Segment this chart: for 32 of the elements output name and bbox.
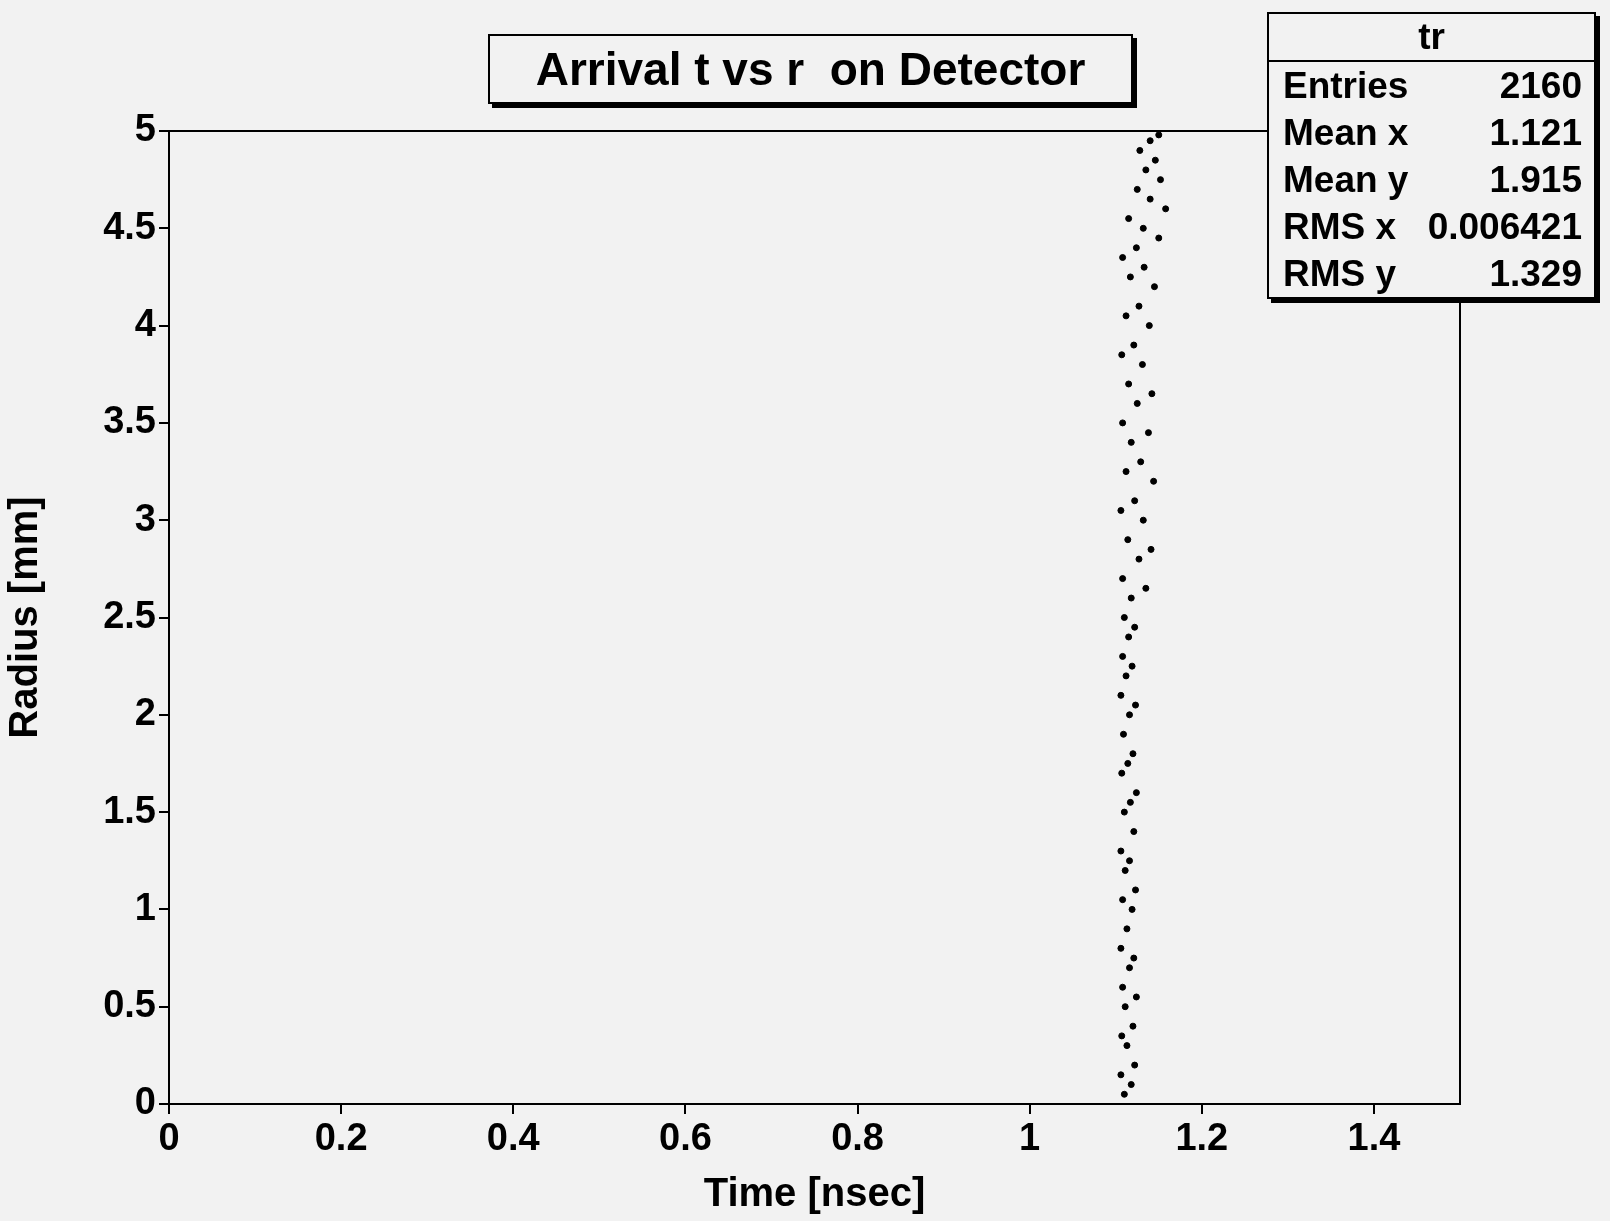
text: 1.329 <box>1489 252 1582 296</box>
y-tick-label: 1 <box>134 885 156 928</box>
annotation: Mean x <box>1283 111 1409 155</box>
text: Entries <box>1283 64 1409 108</box>
x-tick-label: 1 <box>1019 1116 1041 1159</box>
y-tick-label: 3 <box>134 496 156 539</box>
y-tick-label: 3.5 <box>103 399 156 442</box>
x-tick-label: 0.8 <box>831 1116 884 1159</box>
x-tick-label: 0.2 <box>314 1116 368 1159</box>
y-tick-label: 2.5 <box>103 593 156 636</box>
text: 2160 <box>1499 64 1582 108</box>
y-tick-label: 0.5 <box>103 983 156 1026</box>
x-tick-label: 0.6 <box>658 1116 712 1159</box>
x-axis-title: Time [nsec] <box>703 1170 926 1215</box>
y-tick-label: 0 <box>134 1080 156 1123</box>
x-tick-label: 1.2 <box>1175 1116 1229 1159</box>
annotation: Mean y <box>1283 158 1409 202</box>
text: tr <box>1269 14 1594 62</box>
text: 1.915 <box>1489 158 1582 202</box>
y-tick-label: 2 <box>134 691 156 734</box>
annotation: 0.006421 <box>1427 205 1582 249</box>
y-tick-label: 1.5 <box>103 788 156 831</box>
annotation: RMS y <box>1283 252 1397 296</box>
y-axis-title: Radius [mm] <box>1 496 46 739</box>
text: 1.121 <box>1489 111 1582 155</box>
annotation: RMS x <box>1283 205 1397 249</box>
y-tick-label: 4.5 <box>103 204 156 247</box>
chart-title: Arrival t vs r on Detector <box>488 34 1133 104</box>
x-tick-label: 0.4 <box>486 1116 540 1159</box>
x-tick-label: 1.4 <box>1347 1116 1401 1159</box>
y-tick-label: 4 <box>134 302 156 345</box>
y-tick-label: 5 <box>134 107 156 150</box>
